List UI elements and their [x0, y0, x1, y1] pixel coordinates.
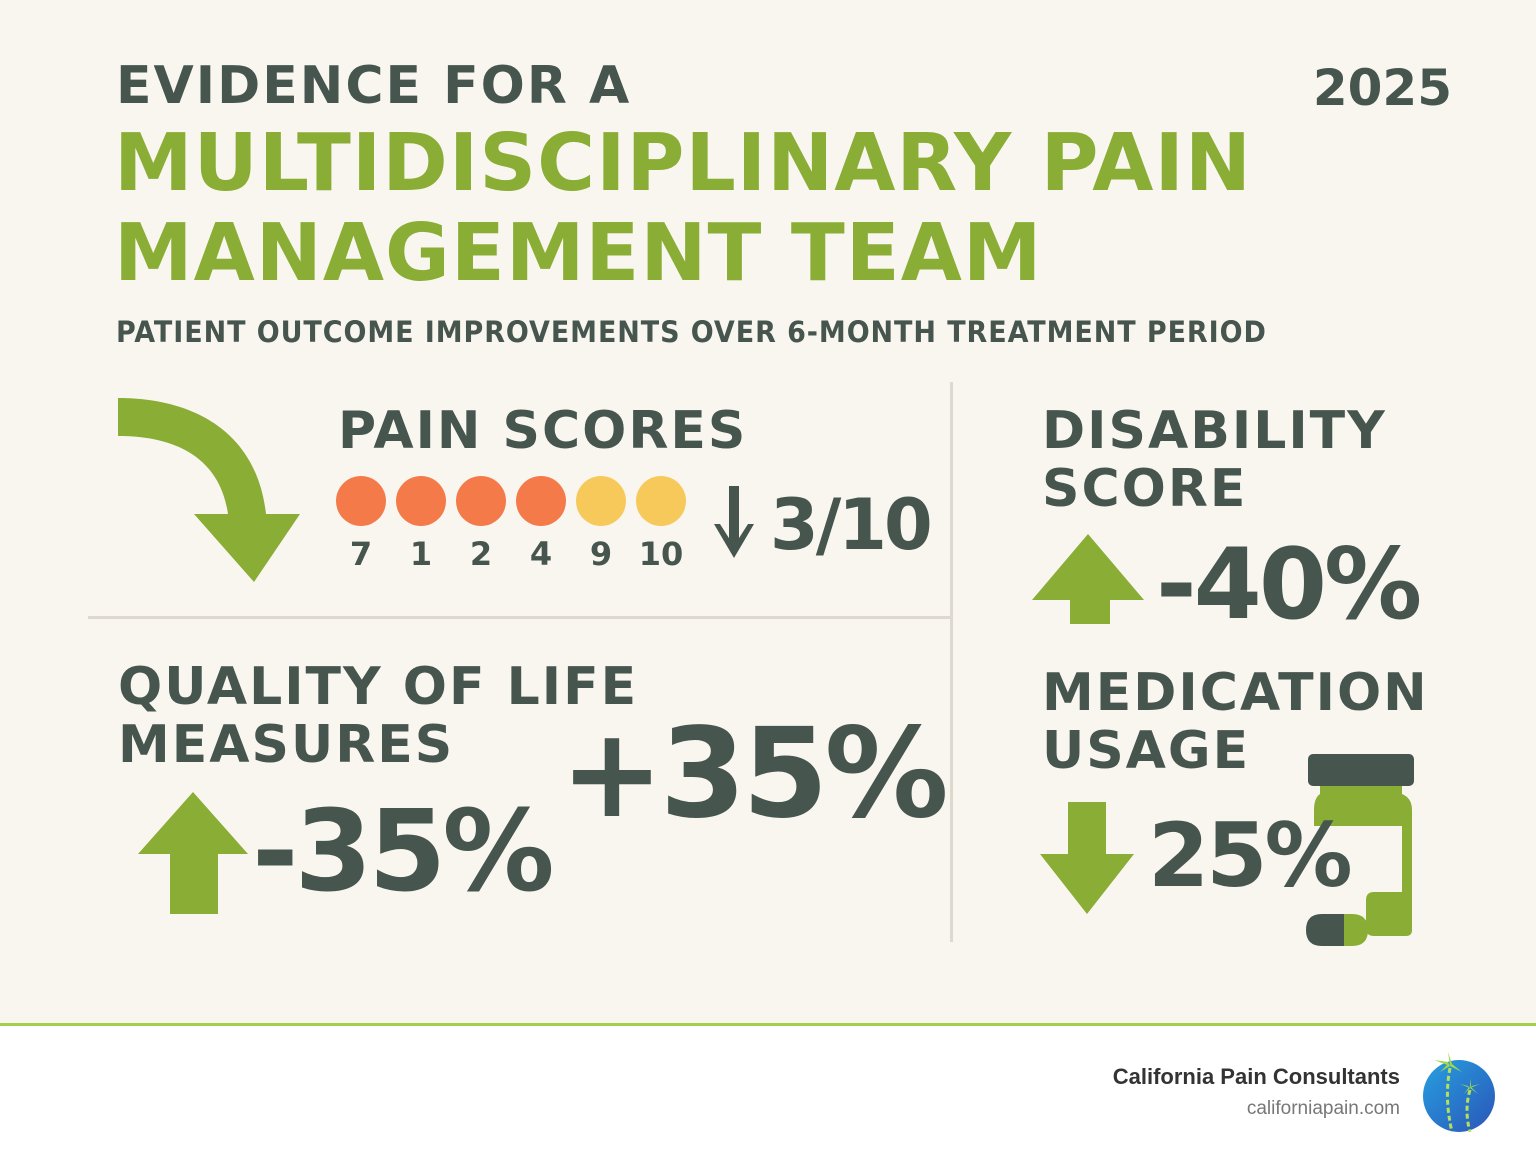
pain-dot: [336, 476, 386, 526]
disability-title: DISABILITY SCORE: [1042, 402, 1387, 518]
qol-value-small: -35%: [252, 787, 555, 917]
medication-value: 25%: [1148, 804, 1353, 907]
qol-title-line-1: QUALITY OF LIFE: [118, 657, 639, 717]
pain-dot-item: 1: [396, 476, 446, 572]
pain-dot-item: 7: [336, 476, 386, 572]
horizontal-divider: [88, 616, 950, 619]
disability-title-line-1: DISABILITY: [1042, 401, 1387, 461]
pain-dot-item: 10: [636, 476, 686, 572]
pain-dot: [516, 476, 566, 526]
pain-dot-item: 2: [456, 476, 506, 572]
footer-rule: [0, 1023, 1536, 1026]
pain-score-result: 3/10: [770, 484, 933, 566]
quality-of-life-title: QUALITY OF LIFE MEASURES: [118, 658, 638, 774]
down-arrow-icon: [1040, 802, 1134, 914]
page-title: MULTIDISCIPLINARY PAIN MANAGEMENT TEAM: [114, 118, 1252, 298]
qol-title-line-2: MEASURES: [118, 715, 455, 775]
disability-title-line-2: SCORE: [1042, 459, 1248, 519]
medication-title-line-1: MEDICATION: [1042, 663, 1429, 723]
qol-value-large: +35%: [560, 702, 949, 846]
pain-dot: [576, 476, 626, 526]
pill-bottle-icon: [1306, 754, 1414, 946]
kicker-heading: EVIDENCE FOR A: [116, 56, 632, 116]
pain-dot: [636, 476, 686, 526]
brand-url[interactable]: californiapain.com: [1246, 1098, 1400, 1119]
palm-tree-globe-logo: [1423, 1052, 1495, 1133]
subtitle: PATIENT OUTCOME IMPROVEMENTS OVER 6-MONT…: [116, 315, 1267, 349]
title-line-2: MANAGEMENT TEAM: [114, 207, 1043, 299]
pain-dot: [396, 476, 446, 526]
up-arrow-icon: [138, 792, 248, 914]
brand-name: California Pain Consultants: [1112, 1064, 1400, 1089]
medication-title: MEDICATION USAGE: [1042, 664, 1429, 780]
pain-dot-label: 2: [469, 535, 493, 573]
up-arrow-icon: [1032, 534, 1144, 624]
disability-value: -40%: [1156, 528, 1422, 642]
pain-scores-title: PAIN SCORES: [338, 401, 748, 461]
pain-dot: [456, 476, 506, 526]
pain-dot-label: 9: [589, 535, 613, 573]
curved-down-arrow-icon: [118, 398, 300, 582]
pain-dot-label: 10: [638, 535, 684, 573]
pain-dot-item: 4: [516, 476, 566, 572]
title-line-1: MULTIDISCIPLINARY PAIN: [114, 117, 1252, 209]
year-label: 2025: [1312, 59, 1452, 117]
vertical-divider: [950, 382, 953, 942]
pain-score-dots: 7 1 2 4 9 10: [336, 476, 686, 572]
pain-dot-item: 9: [576, 476, 626, 572]
pain-dot-label: 1: [409, 535, 433, 573]
medication-title-line-2: USAGE: [1042, 721, 1251, 781]
pain-dot-label: 7: [349, 535, 373, 573]
thin-down-arrow-icon: [714, 486, 754, 558]
footer: [0, 1026, 1536, 1154]
pain-dot-label: 4: [529, 535, 553, 573]
